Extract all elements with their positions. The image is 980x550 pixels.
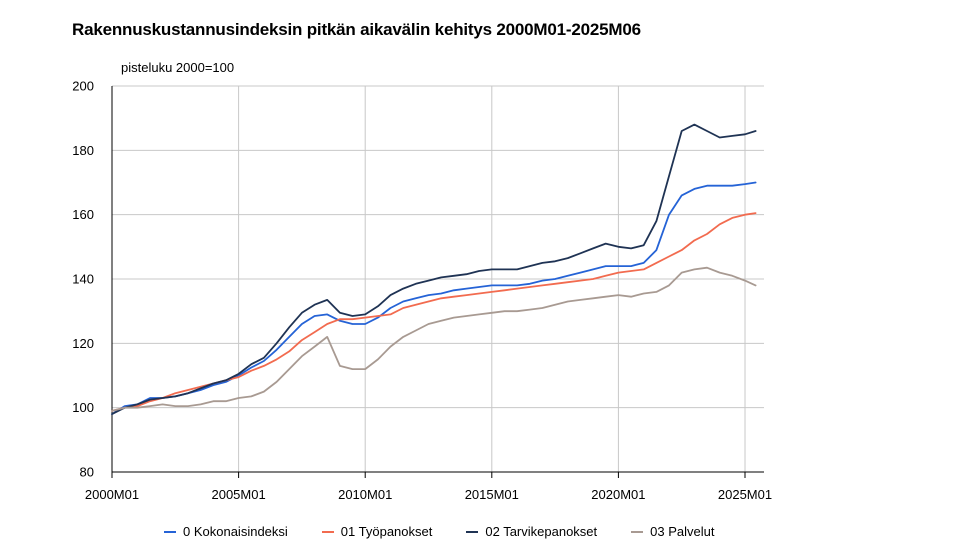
x-tick-labels: 2000M01 2005M01 2010M01 2015M01 2020M01 2025M…: [85, 487, 772, 502]
y-tick-label: 200: [72, 79, 94, 94]
legend-swatch: [321, 530, 334, 533]
y-tick-label: 120: [72, 336, 94, 351]
legend-label: 0 Kokonaisindeksi: [183, 524, 288, 539]
legend-swatch: [164, 530, 176, 533]
series-line-0-kokonaisindeksi: [111, 181, 757, 416]
grid-lines: [112, 85, 764, 472]
legend-label: 03 Palvelut: [650, 524, 715, 539]
legend-swatch: [631, 530, 644, 533]
y-tick-labels: 80 100 120 140 160 180 200: [72, 79, 94, 480]
x-tick-label: 2020M01: [591, 487, 645, 502]
series-line-03-palvelut: [111, 266, 757, 412]
axes: [111, 86, 764, 478]
legend-label: 02 Tarvikepanokset: [485, 524, 598, 539]
series-lines: [111, 123, 757, 416]
chart-title: Rakennuskustannusindeksin pitkän aikaväl…: [72, 20, 641, 39]
series-line-02-tarvikepanokset: [111, 123, 757, 416]
legend-item-tarvikepanokset: 02 Tarvikepanokset: [466, 524, 597, 539]
legend-item-tyopanokset: 01 Työpanokset: [321, 524, 433, 539]
y-tick-label: 180: [72, 143, 94, 158]
legend-swatch: [466, 530, 479, 533]
legend: 0 Kokonaisindeksi 01 Työpanokset 02 Tarv…: [164, 524, 748, 539]
x-tick-label: 2010M01: [338, 487, 392, 502]
y-axis-unit-label: pisteluku 2000=100: [121, 60, 235, 75]
y-tick-label: 140: [72, 272, 94, 287]
x-tick-label: 2015M01: [465, 487, 519, 502]
legend-item-kokonaisindeksi: 0 Kokonaisindeksi: [164, 524, 288, 539]
x-tick-label: 2005M01: [211, 487, 265, 502]
y-tick-label: 100: [72, 400, 94, 415]
legend-label: 01 Työpanokset: [340, 524, 433, 539]
legend-item-palvelut: 03 Palvelut: [631, 524, 714, 539]
y-tick-label: 160: [72, 207, 94, 222]
x-tick-label: 2000M01: [85, 487, 139, 502]
x-tick-label: 2025M01: [718, 487, 772, 502]
y-tick-label: 80: [80, 465, 94, 480]
